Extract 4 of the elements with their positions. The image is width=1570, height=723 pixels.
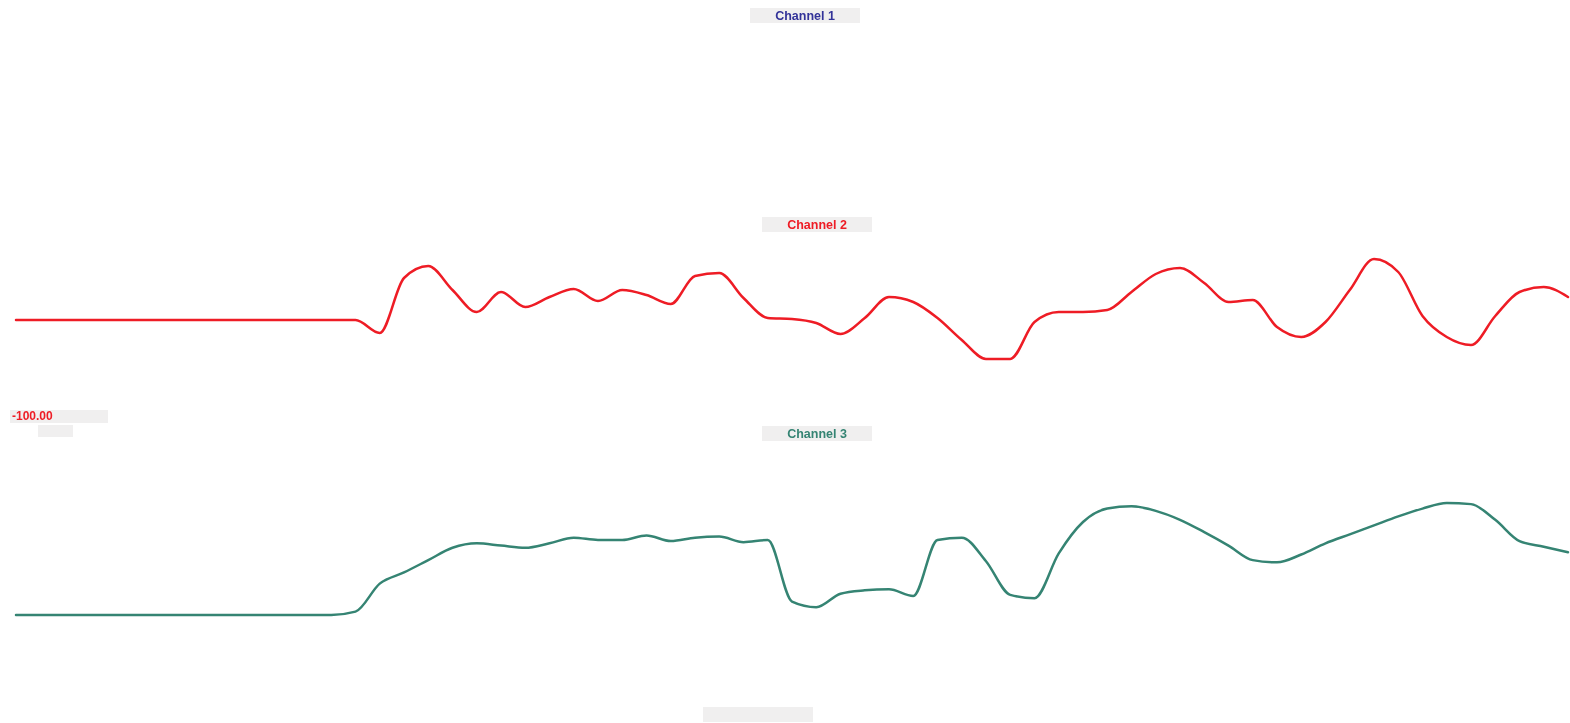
chart-title: Channel 3	[787, 426, 847, 441]
text: Channel 1	[775, 8, 835, 23]
text: -100.00	[12, 409, 54, 423]
chart-title: Channel 2	[787, 217, 847, 232]
